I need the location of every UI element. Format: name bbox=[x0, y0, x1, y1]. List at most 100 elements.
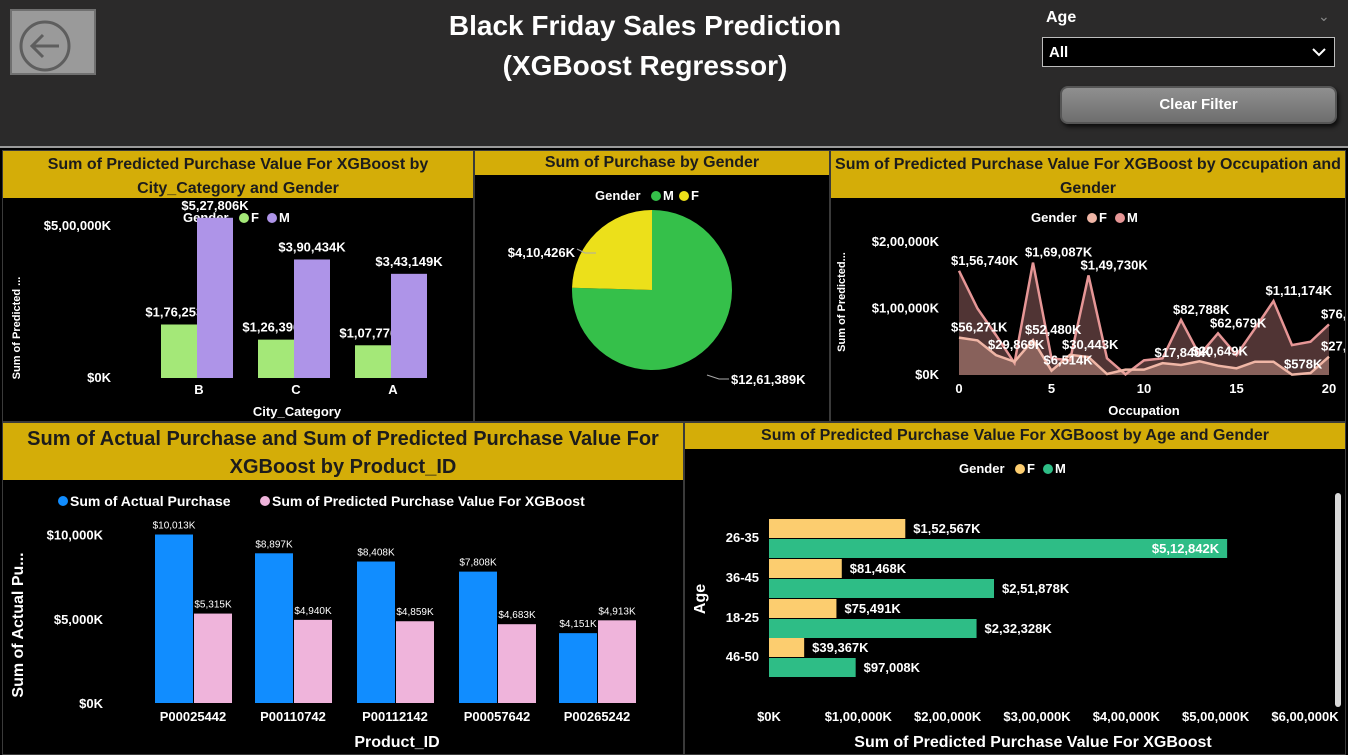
leader-line bbox=[576, 248, 596, 254]
legend-marker bbox=[1115, 213, 1125, 223]
y-tick-label: $1,00,000K bbox=[872, 301, 940, 316]
age-bar-chart[interactable]: Gender F M 26-35 $1,52,567K $5,12,842K 36-45 $8… bbox=[685, 449, 1346, 755]
data-label: $1,11,174K bbox=[1266, 283, 1333, 298]
bar-predicted bbox=[396, 621, 434, 703]
legend-title: Gender bbox=[595, 188, 641, 203]
product-panel: Sum of Actual Purchase and Sum of Predic… bbox=[2, 422, 684, 755]
area-fill-f bbox=[959, 337, 1329, 375]
data-label: $1,56,740K bbox=[951, 253, 1019, 268]
x-tick-label: $5,00,000K bbox=[1182, 709, 1250, 724]
x-tick-label: P00265242 bbox=[564, 709, 631, 724]
y-tick-label: $0K bbox=[915, 367, 939, 382]
bar-female bbox=[161, 324, 197, 378]
data-label: $1,07,776K bbox=[339, 325, 407, 340]
data-label: $2,32,328K bbox=[985, 621, 1053, 636]
occupation-area-chart[interactable]: Gender F M $0K $1,00,000K $2,00,000K 0 5 10 15 20 S… bbox=[831, 198, 1346, 422]
x-tick-label: P00025442 bbox=[160, 709, 227, 724]
bar-female bbox=[258, 339, 294, 378]
x-tick-label: 0 bbox=[955, 381, 962, 396]
y-tick-label: $5,00,000K bbox=[44, 218, 112, 233]
data-label: $52,480K bbox=[1025, 322, 1082, 337]
bar-actual bbox=[357, 561, 395, 703]
x-axis-title: Sum of Predicted Purchase Value For XGBo… bbox=[854, 734, 1212, 751]
chevron-down-icon bbox=[1312, 48, 1326, 57]
legend-marker bbox=[260, 496, 270, 506]
vertical-scrollbar[interactable] bbox=[1335, 493, 1341, 707]
x-tick-label: A bbox=[388, 382, 398, 397]
legend-label: M bbox=[663, 188, 674, 203]
bar-predicted bbox=[294, 619, 332, 703]
data-label: $81,468K bbox=[850, 561, 907, 576]
data-label: $578K bbox=[1284, 357, 1323, 372]
pie-slice-f bbox=[572, 210, 652, 290]
city-gender-panel: Sum of Predicted Purchase Value For XGBo… bbox=[2, 150, 474, 422]
series-line-m bbox=[957, 262, 1330, 376]
bar-female bbox=[769, 599, 837, 618]
product-panel-title: Sum of Actual Purchase and Sum of Predic… bbox=[3, 423, 683, 480]
x-tick-label: $6,00,000K bbox=[1271, 709, 1339, 724]
legend-marker bbox=[651, 191, 661, 201]
age-filter-dropdown[interactable]: All bbox=[1042, 37, 1335, 67]
x-tick-label: $0K bbox=[757, 709, 781, 724]
legend-marker bbox=[1087, 213, 1097, 223]
data-label: $56,271K bbox=[951, 320, 1008, 335]
clear-filter-button[interactable]: Clear Filter bbox=[1060, 86, 1337, 124]
y-tick-label: $0K bbox=[79, 696, 103, 711]
x-axis-title: Product_ID bbox=[354, 734, 439, 751]
bar-predicted bbox=[598, 620, 636, 703]
product-bar-chart[interactable]: Sum of Actual Purchase Sum of Predicted P… bbox=[3, 480, 684, 755]
leader-line bbox=[706, 374, 729, 380]
y-tick-label: 26-35 bbox=[726, 530, 759, 545]
back-button[interactable] bbox=[10, 9, 96, 75]
bar-male bbox=[769, 539, 1228, 558]
data-label: $82,788K bbox=[1173, 302, 1230, 317]
legend-marker bbox=[679, 191, 689, 201]
data-label: $5,12,842K bbox=[1152, 541, 1220, 556]
gender-pie-chart[interactable]: Gender M F $12,61,389K $4,10,426K bbox=[475, 175, 830, 422]
x-tick-label: 15 bbox=[1229, 381, 1243, 396]
legend-marker bbox=[239, 213, 249, 223]
legend-label: F bbox=[691, 188, 699, 203]
dashboard-header: Black Friday Sales Prediction (XGBoost R… bbox=[0, 0, 1348, 148]
data-label: $10,013K bbox=[153, 521, 196, 532]
data-label: $1,76,253K bbox=[145, 304, 213, 319]
page-subtitle: (XGBoost Regressor) bbox=[502, 50, 788, 81]
data-label: $27,497K bbox=[1321, 339, 1346, 354]
data-label: $75,491K bbox=[844, 601, 901, 616]
x-tick-label: 20 bbox=[1322, 381, 1336, 396]
data-label: $1,49,730K bbox=[1081, 257, 1149, 272]
x-tick-label: C bbox=[291, 382, 301, 397]
bar-female bbox=[355, 345, 391, 378]
x-tick-label: $4,00,000K bbox=[1093, 709, 1161, 724]
x-tick-label: $1,00,000K bbox=[825, 709, 893, 724]
y-tick-label: 18-25 bbox=[726, 610, 759, 625]
data-label: $4,859K bbox=[396, 607, 434, 618]
bar-female bbox=[769, 559, 842, 578]
bar-actual bbox=[459, 571, 497, 703]
data-label: $4,940K bbox=[294, 606, 332, 617]
legend-label: Sum of Predicted Purchase Value For XGBo… bbox=[272, 493, 585, 509]
occupation-panel: Sum of Predicted Purchase Value For XGBo… bbox=[830, 150, 1346, 422]
age-filter-label: Age bbox=[1046, 9, 1077, 26]
x-tick-label: P00112142 bbox=[362, 709, 428, 724]
legend-title: Gender bbox=[959, 461, 1005, 476]
legend-marker bbox=[1015, 464, 1025, 474]
data-label: $4,10,426K bbox=[508, 245, 576, 260]
y-tick-label: $0K bbox=[87, 370, 111, 385]
back-arrow-icon bbox=[19, 20, 71, 72]
slicer-collapse-icon[interactable]: ⌄ bbox=[1318, 8, 1330, 24]
y-tick-label: 36-45 bbox=[726, 570, 759, 585]
y-tick-label: $5,000K bbox=[54, 612, 104, 627]
data-label: $7,808K bbox=[459, 558, 497, 569]
x-tick-label: $3,00,000K bbox=[1003, 709, 1071, 724]
data-label: $3,43,149K bbox=[375, 254, 443, 269]
bar-male bbox=[391, 273, 427, 378]
data-label: $1,69,087K bbox=[1025, 245, 1093, 260]
data-label: $30,443K bbox=[1062, 337, 1119, 352]
y-axis-title: Age bbox=[692, 584, 709, 614]
data-label: $8,897K bbox=[255, 539, 293, 550]
gender-panel-title: Sum of Purchase by Gender bbox=[475, 151, 829, 175]
bar-predicted bbox=[194, 613, 232, 703]
data-label: $4,913K bbox=[598, 606, 636, 617]
